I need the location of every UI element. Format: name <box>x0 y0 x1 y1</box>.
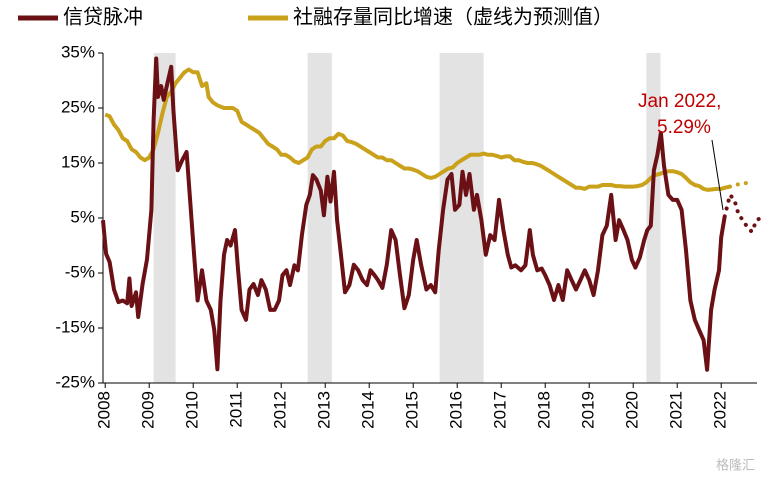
y-tick-label: 25% <box>61 97 95 116</box>
forecast-line <box>728 180 750 189</box>
legend: 信贷脉冲 社融存量同比增速（虚线为预测值） <box>18 5 613 28</box>
y-tick-label: 35% <box>61 42 95 61</box>
x-tick-label: 2009 <box>139 391 158 429</box>
y-tick-label: 15% <box>61 152 95 171</box>
y-tick-label: -5% <box>65 262 95 281</box>
lines-layer <box>101 56 763 372</box>
annotation-line: Jan 2022, <box>638 91 721 112</box>
annotation-pointer <box>711 139 724 211</box>
forecast-line <box>722 192 763 234</box>
shading-layer <box>153 53 661 383</box>
series-line <box>104 67 731 192</box>
x-tick-label: 2013 <box>315 391 334 429</box>
legend-label: 社融存量同比增速（虚线为预测值） <box>293 5 613 28</box>
x-tick-label: 2010 <box>183 391 202 429</box>
y-tick-label: -25% <box>55 372 95 391</box>
x-tick-label: 2022 <box>711 391 730 429</box>
series-line <box>101 56 727 372</box>
shaded-period <box>439 53 484 383</box>
watermark: 格隆汇 <box>716 457 755 472</box>
x-tick-label: 2019 <box>579 391 598 429</box>
x-tick-label: 2008 <box>95 391 114 429</box>
x-tick-label: 2011 <box>227 391 246 428</box>
x-tick-label: 2020 <box>623 391 642 429</box>
y-tick-label: -15% <box>55 317 95 336</box>
annotation-line: 5.29% <box>657 117 711 138</box>
shaded-period <box>646 53 661 383</box>
x-tick-label: 2016 <box>447 391 466 429</box>
x-tick-label: 2012 <box>271 391 290 429</box>
x-tick-label: 2014 <box>359 391 378 429</box>
x-tick-label: 2021 <box>667 391 686 429</box>
axes-layer: -25% -15% -5% 5% 15% 25% 35% 2008 2009 2010 2011 20… <box>55 42 757 429</box>
shaded-period <box>307 53 332 383</box>
legend-label: 信贷脉冲 <box>63 5 143 28</box>
x-tick-label: 2017 <box>491 391 510 429</box>
y-tick-label: 5% <box>70 207 95 226</box>
x-tick-label: 2018 <box>535 391 554 429</box>
x-tick-label: 2015 <box>403 391 422 429</box>
